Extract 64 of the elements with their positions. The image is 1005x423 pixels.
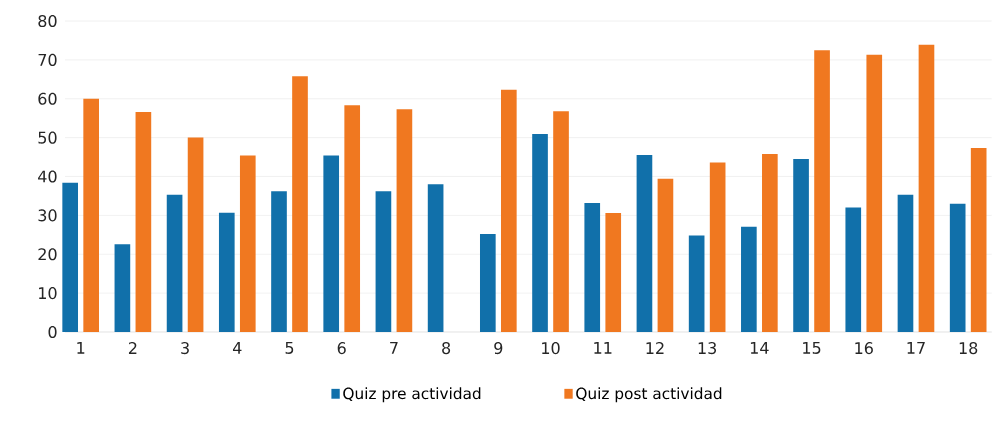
bar [553,111,569,332]
x-tick-label: 13 [698,342,717,355]
y-tick-label: 20 [38,248,57,261]
bar [709,162,726,332]
bar [271,191,287,332]
x-tick-label: 15 [803,342,821,354]
bar [636,155,653,332]
x-tick-label: 4 [232,342,242,354]
bar [218,212,235,332]
bar [427,184,444,332]
x-tick-label: 11 [594,342,612,354]
x-tick-label: 6 [337,342,346,355]
x-tick-label: 16 [855,342,873,355]
bar [83,98,99,332]
y-tick-label: 10 [39,287,57,300]
bar [657,178,674,332]
y-tick-label: 50 [38,131,57,144]
bar [605,213,622,332]
bar [949,203,966,332]
bar [918,44,935,332]
bar [897,194,914,332]
bar [114,244,131,332]
y-tick-label: 70 [38,53,57,66]
bar [239,155,256,332]
bar [814,50,830,332]
bar [532,134,548,332]
bar [62,182,79,332]
bar [762,153,778,332]
bar [500,89,517,332]
y-tick-label: 0 [48,325,57,339]
bar [970,148,987,332]
x-tick-label: 2 [128,342,137,354]
x-tick-label: 8 [442,342,451,355]
bar [793,159,809,332]
x-tick-label: 14 [750,342,769,354]
x-tick-label: 7 [390,342,398,354]
bar [292,76,308,332]
y-tick-label: 30 [38,209,57,222]
legend-label: Quiz pre actividad [343,387,481,403]
x-tick-label: 17 [907,342,925,354]
x-tick-label: 9 [494,342,503,355]
bar [479,234,496,332]
bar [396,109,413,332]
bar [375,191,392,332]
y-tick-label: 40 [38,170,57,183]
x-tick-label: 3 [181,342,189,355]
bar [166,194,183,332]
bar [688,235,705,332]
x-tick-label: 18 [959,342,978,355]
x-tick-label: 10 [542,342,560,355]
bar [323,155,340,332]
legend-label: Quiz post actividad [576,387,722,403]
y-tick-label: 60 [38,92,57,105]
x-tick-label: 1 [77,342,85,354]
bar [741,226,757,332]
y-tick-label: 80 [38,14,57,28]
bar [584,202,601,332]
bar [866,54,883,332]
bar [135,111,152,332]
x-tick-label: 12 [646,342,664,354]
bar [845,207,862,332]
bar [344,105,361,332]
bar [187,137,204,332]
x-tick-label: 5 [285,342,294,354]
